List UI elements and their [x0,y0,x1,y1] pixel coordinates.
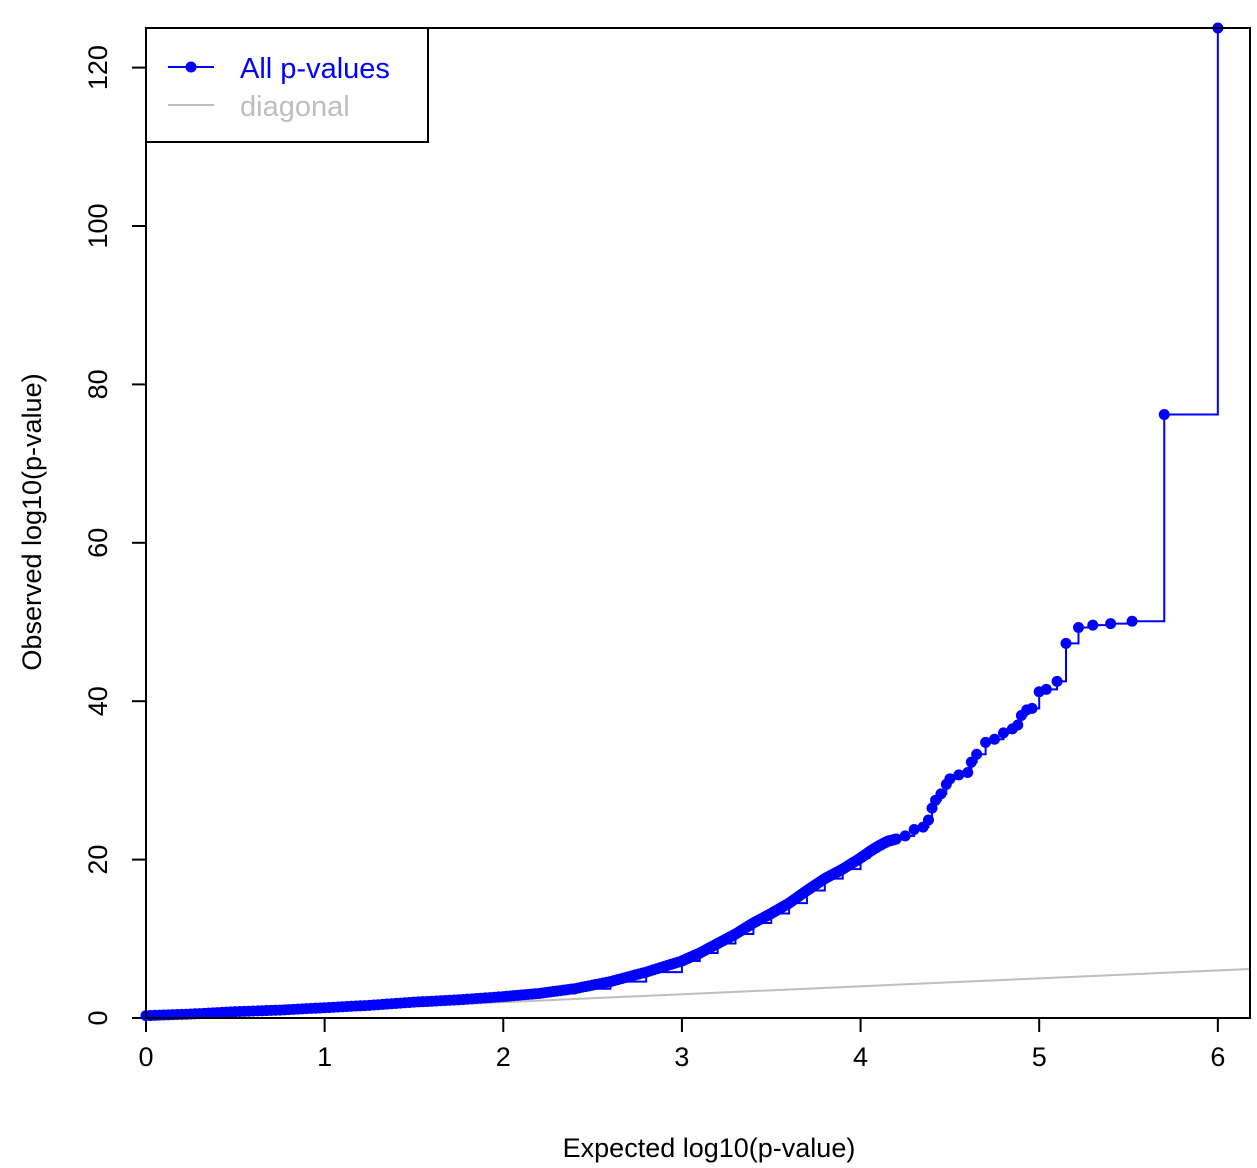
data-point [922,814,934,826]
x-axis-title: Expected log10(p-value) [563,1133,856,1163]
data-point-dense [225,1006,237,1018]
data-point [1126,615,1138,627]
data-point [1073,622,1085,634]
data-point [1105,618,1117,630]
y-tick-label: 120 [83,45,113,90]
data-point [965,756,977,768]
data-point [962,766,974,778]
y-tick-label: 0 [83,1010,113,1025]
x-tick-label: 4 [853,1042,868,1072]
x-tick-label: 0 [138,1042,153,1072]
all-p-values-step-line [146,28,1219,1017]
data-point [1060,637,1072,649]
x-tick-label: 5 [1032,1042,1047,1072]
x-tick-label: 2 [496,1042,511,1072]
data-point [1087,619,1099,631]
data-point [989,733,1001,745]
data-point [1026,702,1038,714]
x-tick-label: 1 [317,1042,332,1072]
data-point [1158,408,1170,420]
data-point [953,769,965,781]
data-point [935,788,947,800]
plot-frame [145,27,1251,1019]
all-p-values-points [140,22,1224,1022]
y-tick-label: 100 [83,203,113,248]
data-point [908,824,920,836]
legend-marker-all-p-values [185,61,197,73]
data-point-dense [493,991,505,1003]
data-point-dense [314,1002,326,1014]
legend-label-diagonal: diagonal [240,91,350,123]
data-point [980,736,992,748]
y-axis-ticks: 0 20 40 60 80 100 120 [83,45,146,1026]
data-point [1040,683,1052,695]
data-point [899,830,911,842]
legend-box [145,27,429,143]
x-tick-label: 6 [1210,1042,1225,1072]
data-point [1051,675,1063,687]
data-point [1012,719,1024,731]
x-axis-ticks: 0 1 2 3 4 5 6 [138,1018,1225,1072]
data-point-dense [889,833,901,845]
data-point [997,727,1009,739]
data-point [971,748,983,760]
y-axis-title: Observed log10(p-value) [17,373,47,670]
data-point-dense [359,1000,371,1012]
legend-label-all-p-values: All p-values [240,53,390,85]
data-point [944,773,956,785]
data-point-dense [448,994,460,1006]
legend: All p-values diagonal [145,27,429,143]
y-tick-label: 20 [83,845,113,875]
x-tick-label: 3 [674,1042,689,1072]
y-tick-label: 40 [83,686,113,716]
data-point-dense [180,1008,192,1020]
y-tick-label: 60 [83,528,113,558]
data-point-dense [270,1004,282,1016]
y-tick-label: 80 [83,369,113,399]
data-point-dense [403,996,415,1008]
